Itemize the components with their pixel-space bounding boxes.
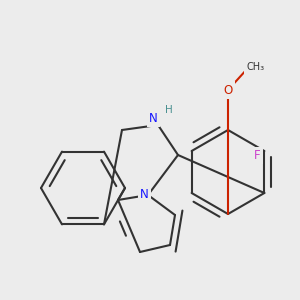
Text: O: O bbox=[224, 83, 232, 97]
Text: N: N bbox=[149, 112, 158, 125]
Text: H: H bbox=[165, 105, 172, 115]
Text: N: N bbox=[140, 188, 149, 202]
Text: F: F bbox=[254, 149, 260, 162]
Text: CH₃: CH₃ bbox=[246, 61, 265, 71]
